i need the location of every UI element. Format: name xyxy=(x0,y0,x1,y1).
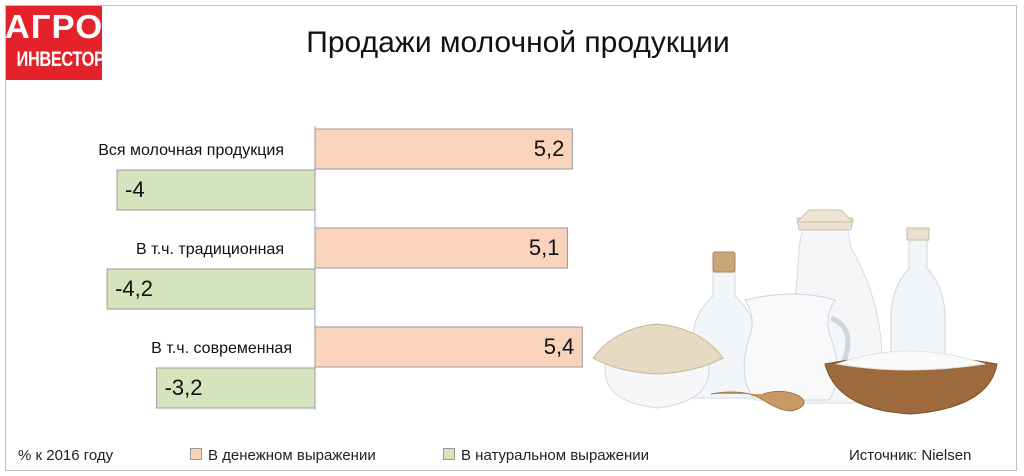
data-label-money-2: 5,4 xyxy=(544,334,575,359)
data-label-money-0: 5,2 xyxy=(534,136,565,161)
bar-money-2 xyxy=(314,326,583,368)
legend-item-money: В денежном выражении xyxy=(190,447,376,464)
data-label-money-1: 5,1 xyxy=(529,235,560,260)
data-label-volume-2: -3,2 xyxy=(165,375,203,400)
data-label-volume-0: -4 xyxy=(125,177,145,202)
source-note: Источник: Nielsen xyxy=(849,447,971,464)
bar-volume-0 xyxy=(116,169,316,211)
bar-money-0 xyxy=(314,128,573,170)
bar-volume-2 xyxy=(156,367,316,409)
dairy-products-photo-icon xyxy=(592,209,998,415)
agroinvestor-logo: АГРО ИНВЕСТОР xyxy=(6,6,102,80)
unit-note: % к 2016 году xyxy=(18,447,113,464)
unit-note-text: % к 2016 году xyxy=(18,447,114,464)
chart-title: Продажи молочной продукции xyxy=(306,26,730,59)
category-label-1: В т.ч. традиционная xyxy=(136,241,284,258)
bar-money-1 xyxy=(314,227,568,269)
legend-swatch-volume xyxy=(443,448,455,460)
category-label-0: Вся молочная продукция xyxy=(98,142,284,159)
chart-frame xyxy=(5,5,1017,471)
data-label-volume-1: -4,2 xyxy=(115,276,153,301)
legend-swatch-money xyxy=(190,448,202,460)
legend-item-volume: В натуральном выражении xyxy=(443,447,649,464)
legend-label-money: В денежном выражении xyxy=(208,447,376,464)
logo-line2: ИНВЕСТОР xyxy=(16,48,102,71)
category-label-2: В т.ч. современная xyxy=(151,340,292,357)
bar-volume-1 xyxy=(106,268,316,310)
legend-label-volume: В натуральном выражении xyxy=(461,447,650,464)
source-text: Источник: Nielsen xyxy=(849,447,972,464)
chart-title-wrap: Продажи молочной продукции xyxy=(0,26,1024,60)
logo-line1: АГРО xyxy=(6,8,102,45)
